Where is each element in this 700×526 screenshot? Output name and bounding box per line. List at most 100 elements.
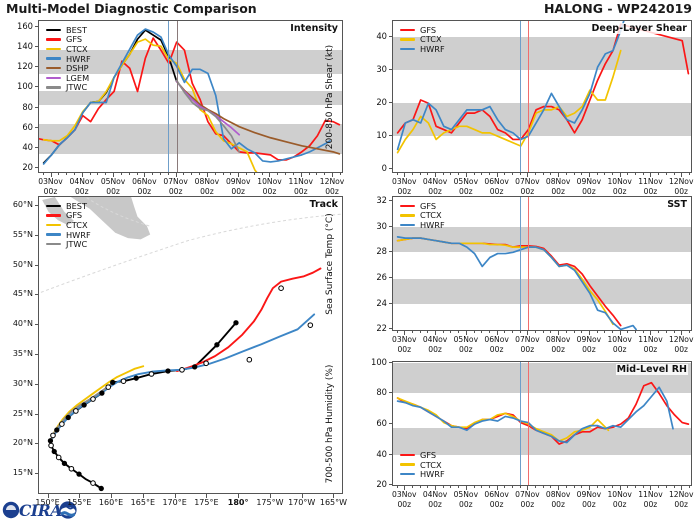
track-marker-open — [105, 384, 112, 390]
y-tickmark — [388, 423, 392, 425]
x-tickmark — [404, 331, 406, 335]
x-tickmark — [301, 494, 303, 498]
x-minor-tickmark — [120, 173, 122, 175]
legend-swatch — [400, 463, 415, 466]
x-minor-tickmark — [542, 486, 544, 488]
x-minor-tickmark — [42, 173, 44, 175]
legend-label: HWRF — [420, 469, 445, 480]
legend-item-dshp: DSHP — [46, 63, 91, 73]
y-tickmark — [388, 225, 392, 227]
x-tickmark — [681, 331, 683, 335]
track-marker-filled — [76, 471, 82, 477]
x-minor-tickmark — [481, 486, 483, 488]
track-line-hwrf — [51, 313, 316, 440]
series-line-ctcx — [396, 49, 622, 154]
y-tickmark — [34, 264, 38, 266]
legend-label: GFS — [420, 200, 437, 211]
x-minor-tickmark — [573, 331, 575, 333]
y-tickmark — [34, 413, 38, 415]
x-tick-label: 08Nov 00z — [194, 177, 220, 196]
panel-sst: SST GFS CTCX HWRF — [392, 196, 692, 331]
x-minor-tickmark — [458, 173, 460, 175]
x-minor-tickmark — [573, 173, 575, 175]
x-minor-tickmark — [191, 173, 193, 175]
x-tick-label: 165°W — [319, 498, 348, 507]
x-minor-tickmark — [673, 173, 675, 175]
x-tick-label: 09Nov 00z — [576, 177, 602, 196]
track-marker-filled — [110, 379, 116, 386]
y-tickmark — [388, 392, 392, 394]
y-tickmark — [34, 443, 38, 445]
panel-rh: Mid-Level RH GFS CTCX HWRF — [392, 361, 692, 486]
x-minor-tickmark — [261, 173, 263, 175]
series-line-ctcx — [396, 237, 614, 326]
x-minor-tickmark — [504, 486, 506, 488]
x-tick-label: 09Nov 00z — [576, 335, 602, 354]
x-tick-label: 06Nov 00z — [484, 490, 509, 509]
x-minor-tickmark — [427, 486, 429, 488]
x-tick-label: 07Nov 00z — [515, 490, 540, 509]
x-minor-tickmark — [535, 173, 537, 175]
legend-swatch — [46, 47, 61, 51]
x-tick-label: 170°E — [162, 498, 187, 507]
panel-label: Intensity — [289, 23, 339, 34]
x-tick-label: 11Nov 00z — [638, 177, 663, 196]
x-minor-tickmark — [230, 173, 232, 175]
y-tick-label: 80 — [376, 387, 387, 398]
x-tickmark — [333, 494, 335, 498]
x-tickmark — [206, 173, 208, 177]
y-tick-label: 24 — [376, 297, 387, 308]
page-title-right: HALONG - WP242019 — [543, 1, 692, 16]
y-axis-title: Sea Surface Temp (°C) — [325, 212, 335, 315]
reference-vline — [519, 362, 521, 485]
legend-item-ctcx: CTCX — [46, 44, 91, 54]
track-marker-filled — [133, 375, 139, 381]
x-minor-tickmark — [481, 173, 483, 175]
x-minor-tickmark — [412, 173, 413, 175]
y-tickmark — [388, 277, 392, 278]
x-tickmark — [527, 331, 529, 335]
y-tick-label: 40 — [376, 31, 387, 42]
track-marker-open — [68, 465, 75, 472]
legend: BEST GFS CTCX HWRF JTWC — [46, 201, 91, 249]
x-tick-label: 10Nov 00z — [257, 177, 282, 196]
x-minor-tickmark — [627, 486, 629, 488]
x-minor-tickmark — [473, 331, 475, 333]
x-minor-tickmark — [277, 173, 279, 175]
x-minor-tickmark — [246, 173, 248, 175]
y-tick-label: 40 — [22, 141, 33, 152]
y-tick-label: 45°N — [12, 289, 33, 299]
y-tick-label: 60 — [22, 121, 33, 132]
y-tickmark — [34, 26, 38, 28]
x-minor-tickmark — [427, 173, 429, 175]
y-tick-label: 30°N — [12, 378, 33, 388]
x-tickmark — [650, 486, 652, 490]
x-tickmark — [527, 173, 529, 177]
x-tickmark — [465, 486, 467, 490]
x-minor-tickmark — [214, 173, 216, 175]
track-marker-open — [48, 442, 54, 449]
y-tick-label: 28 — [376, 246, 387, 257]
track-marker-filled — [65, 414, 71, 421]
x-tick-label: 175°E — [194, 498, 219, 507]
y-tick-label: 20 — [376, 97, 387, 108]
legend-label: LGEM — [66, 72, 90, 83]
x-tick-label: 155°E — [67, 498, 92, 507]
x-minor-tickmark — [604, 486, 606, 488]
legend-item-gfs: GFS — [46, 34, 91, 44]
x-minor-tickmark — [550, 486, 552, 488]
x-minor-tickmark — [642, 331, 644, 333]
series-line-hwrf — [42, 28, 331, 165]
y-tick-label: 100 — [17, 81, 33, 92]
y-tickmark — [34, 473, 38, 475]
legend-swatch — [400, 453, 415, 457]
legend: GFS CTCX HWRF — [400, 25, 445, 54]
x-minor-tickmark — [396, 331, 398, 333]
x-minor-tickmark — [642, 173, 644, 175]
track-marker-open — [179, 367, 185, 373]
x-minor-tickmark — [519, 486, 521, 488]
legend-label: HWRF — [420, 43, 445, 54]
x-tickmark — [558, 173, 560, 177]
x-tick-label: 10Nov 00z — [607, 177, 632, 196]
y-tick-label: 40°N — [12, 319, 33, 329]
